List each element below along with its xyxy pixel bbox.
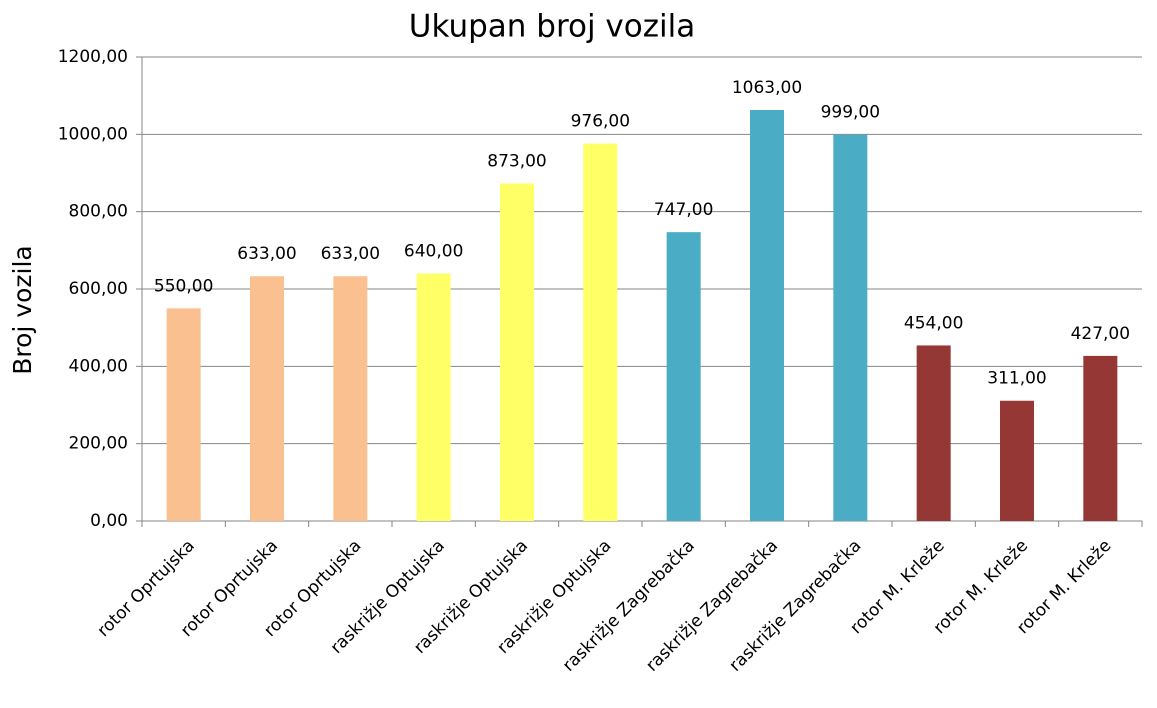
y-tick-label: 400,00 [69,356,128,376]
y-tick-label: 200,00 [69,434,128,454]
bar [833,134,868,521]
value-label: 1063,00 [732,78,802,98]
value-label: 427,00 [1071,324,1130,344]
bar [250,276,284,521]
value-label: 976,00 [571,112,630,132]
bar [416,273,451,521]
bar [500,183,534,521]
y-tick-label: 1000,00 [58,124,128,144]
bar [916,345,951,521]
y-axis-label: Broj vozila [8,245,37,375]
bar [1000,400,1034,521]
value-label: 873,00 [487,151,546,171]
y-tick-label: 600,00 [69,279,128,299]
bar [750,109,784,522]
bar [333,276,368,521]
value-label: 633,00 [237,244,296,264]
bar [166,308,201,521]
y-tick-label: 800,00 [69,202,128,222]
value-label: 454,00 [904,313,963,333]
value-label: 550,00 [154,276,213,296]
y-tick-label: 1200,00 [58,47,128,67]
bar [666,232,701,521]
value-label: 640,00 [404,242,463,262]
bar [1083,355,1118,521]
chart-title: Ukupan broj vozila [409,9,696,45]
value-label: 999,00 [821,103,880,123]
value-label: 747,00 [654,200,713,220]
value-label: 311,00 [987,369,1046,389]
y-tick-label: 0,00 [90,511,128,531]
value-label: 633,00 [321,244,380,264]
bar [583,143,618,521]
